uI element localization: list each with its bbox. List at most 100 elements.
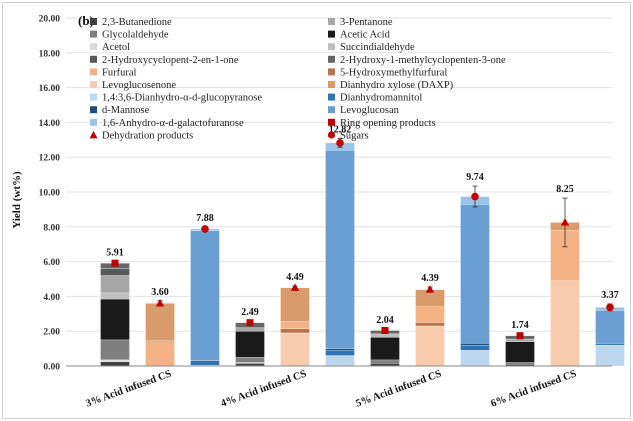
legend-marker-circle xyxy=(327,131,336,139)
bar-segment xyxy=(505,362,535,365)
bar-segment xyxy=(415,325,445,367)
legend-swatch xyxy=(90,81,97,88)
bar-segment xyxy=(280,332,310,367)
bar-segment xyxy=(100,339,130,361)
bar-segment xyxy=(325,355,355,367)
legend-label: 2-Hydroxy-1-methylcyclopenten-3-one xyxy=(340,55,506,66)
total-marker-triangle xyxy=(560,217,570,226)
bar-segment xyxy=(280,287,310,322)
legend-label: d-Mannose xyxy=(102,105,150,116)
bar-segment xyxy=(550,280,580,367)
bar-segment xyxy=(190,360,220,366)
bar-segment xyxy=(100,361,130,367)
bar-segment xyxy=(325,348,355,351)
y-tick-label: 4.00 xyxy=(43,293,60,303)
legend: 2,3-Butanedione 3-Pentanone Glycolaldehyde… xyxy=(89,17,506,141)
bar-segment xyxy=(460,343,490,346)
y-tick-label: 10.00 xyxy=(39,189,61,199)
legend-label: Glycolaldehyde xyxy=(102,30,169,41)
bar-segment xyxy=(235,327,265,332)
y-tick-label: 0.00 xyxy=(43,363,60,373)
bar-segment xyxy=(595,343,625,346)
bar-segment xyxy=(370,333,400,338)
legend-label: 1,4:3,6-Dianhydro-α-d-glucopyranose xyxy=(102,93,262,104)
y-tick-label: 18.00 xyxy=(39,49,61,59)
bar-segment xyxy=(595,310,625,344)
bar-segment xyxy=(145,303,175,341)
y-tick-label: 16.00 xyxy=(39,84,61,94)
total-marker-triangle xyxy=(290,283,300,291)
total-marker-square xyxy=(381,327,389,335)
total-marker-square xyxy=(111,259,119,267)
bar-segment xyxy=(100,268,130,276)
legend-swatch xyxy=(328,55,335,63)
y-tick-label: 8.00 xyxy=(43,223,60,233)
y-tick-label: 14.00 xyxy=(39,119,61,129)
bar-segment xyxy=(145,341,175,367)
legend-swatch xyxy=(90,18,97,25)
legend-label: Acetic Acid xyxy=(340,30,391,41)
bar-segment xyxy=(460,350,490,367)
bar-total-label: 3.37 xyxy=(601,290,619,301)
bar-segment xyxy=(325,350,355,356)
bar-segment xyxy=(235,357,265,363)
legend-swatch xyxy=(90,30,97,38)
legend-swatch xyxy=(90,43,97,51)
bar-segment xyxy=(595,344,625,367)
bar-total-label: 9.74 xyxy=(466,172,484,183)
legend-label: Levoglucosan xyxy=(340,105,400,116)
bar-total-label: 1.74 xyxy=(511,320,529,331)
total-marker-square xyxy=(516,332,524,340)
legend-label: Dehydration products xyxy=(102,130,193,141)
legend-label: 1,6-Anhydro-α-d-galactofuranose xyxy=(102,118,244,129)
bar-segment xyxy=(100,275,130,294)
legend-label: Dianhydromannitol xyxy=(340,93,422,104)
bar-segment xyxy=(100,292,130,300)
y-tick-label: 6.00 xyxy=(43,258,60,268)
y-tick-label: 20.00 xyxy=(39,15,61,25)
bar-segment xyxy=(370,337,400,361)
bar-segment xyxy=(100,298,130,341)
legend-label: 2-Hydroxycyclopent-2-en-1-one xyxy=(102,55,239,66)
bar-segment xyxy=(415,322,445,327)
legend-label: Succindialdehyde xyxy=(340,42,415,53)
legend-label: Furfural xyxy=(102,67,136,78)
bar-segment xyxy=(370,359,400,364)
bar-total-label: 5.91 xyxy=(106,247,124,258)
bar-segment xyxy=(100,359,130,362)
bar-total-label: 8.25 xyxy=(556,184,574,195)
legend-swatch xyxy=(328,93,335,101)
legend-label: 5-Hydroxymethylfurfural xyxy=(340,67,447,78)
bar-segment xyxy=(460,204,490,344)
legend-label: Sugars xyxy=(340,130,369,141)
y-tick-label: 12.00 xyxy=(39,154,61,164)
legend-swatch xyxy=(328,68,335,76)
bar-segment xyxy=(415,306,445,323)
total-marker-triangle xyxy=(155,298,165,307)
legend-label: Dianhydro xylose (DAXP) xyxy=(340,80,454,91)
bar-segment xyxy=(460,344,490,351)
legend-label: Levoglucosenone xyxy=(102,80,176,91)
bar-segment xyxy=(280,328,310,334)
legend-swatch xyxy=(90,118,97,126)
legend-label: 2,3-Butanedione xyxy=(102,17,172,28)
bar-total-label: 7.88 xyxy=(196,213,214,224)
y-tick-labels: 0.00 2.00 4.00 6.00 8.00 10.00 12.00 14.00 16.00… xyxy=(39,15,61,373)
total-marker-triangle xyxy=(425,285,435,293)
bar-total-label: 4.49 xyxy=(286,272,304,283)
bar-total-label: 2.49 xyxy=(241,307,259,318)
bar-segment xyxy=(190,230,220,361)
bars-layer: 5.91 3.60 7.88 2.49 4.49 12.82 2.04 4.39 9.74 1.7… xyxy=(100,125,625,367)
legend-label: 3-Pentanone xyxy=(340,17,393,28)
bar-segment xyxy=(505,341,535,363)
bar-total-label: 3.60 xyxy=(151,287,169,298)
panel-label: (b) xyxy=(78,13,94,28)
bar-total-label: 4.39 xyxy=(421,273,439,284)
total-marker-circle xyxy=(201,225,209,233)
bar-segment xyxy=(505,338,535,342)
legend-label: Acetol xyxy=(102,42,130,53)
legend-swatch xyxy=(90,55,97,63)
legend-marker-square xyxy=(328,118,335,126)
